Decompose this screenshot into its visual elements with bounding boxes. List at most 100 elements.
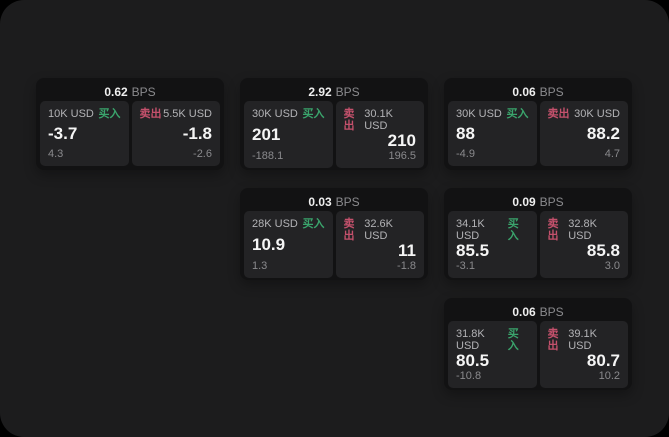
buy-amount: 34.1K USD — [456, 218, 485, 242]
buy-delta: 4.3 — [48, 148, 64, 160]
sell-panel-top: 卖出 5.5K USD — [140, 108, 213, 120]
buy-panel[interactable]: 34.1K USD 买入 85.5 -3.1 — [448, 211, 537, 278]
buy-panel-top: 28K USD 买入 — [252, 218, 325, 230]
sell-delta: 4.7 — [604, 148, 620, 160]
buy-price: 10.9 — [252, 235, 286, 254]
buy-side-label: 买入 — [302, 108, 325, 120]
sell-panel[interactable]: 卖出 32.8K USD 85.8 3.0 — [539, 211, 628, 278]
buy-side-label: 买入 — [507, 328, 519, 352]
card-header: 0.06 BPS — [448, 82, 628, 101]
card-header: 0.03 BPS — [244, 192, 424, 211]
buy-side-label: 买入 — [302, 218, 325, 230]
buy-panel-top: 30K USD 买入 — [456, 108, 529, 120]
buy-price: 80.5 — [456, 351, 490, 370]
sell-delta: 3.0 — [604, 260, 620, 272]
bps-unit-label: BPS — [335, 84, 360, 99]
buy-panel[interactable]: 10K USD 买入 -3.7 4.3 — [40, 101, 129, 166]
buy-amount: 30K USD — [252, 108, 298, 120]
sell-panel[interactable]: 卖出 32.6K USD 11 -1.8 — [335, 211, 424, 278]
sell-side-label: 卖出 — [547, 218, 559, 242]
buy-amount: 31.8K USD — [456, 328, 485, 352]
sell-amount: 30K USD — [574, 108, 620, 120]
card-header: 0.62 BPS — [40, 82, 220, 101]
sell-amount: 5.5K USD — [163, 108, 212, 120]
bps-unit-label: BPS — [539, 194, 564, 209]
buy-delta: -4.9 — [456, 148, 475, 160]
quote-card-1: 0.62 BPS 10K USD 买入 -3.7 4.3 卖出 5.5K USD… — [36, 78, 224, 170]
sell-panel[interactable]: 卖出 30.1K USD 210 196.5 — [335, 101, 424, 168]
quote-card-3: 0.06 BPS 30K USD 买入 88 -4.9 卖出 30K USD 8… — [444, 78, 632, 170]
sell-panel[interactable]: 卖出 5.5K USD -1.8 -2.6 — [131, 101, 220, 166]
bps-unit-label: BPS — [131, 84, 156, 99]
sell-delta: -1.8 — [397, 260, 416, 272]
buy-delta: -3.1 — [456, 260, 475, 272]
buy-delta: -188.1 — [252, 150, 284, 162]
buy-amount: 28K USD — [252, 218, 298, 230]
quote-panels: 31.8K USD 买入 80.5 -10.8 卖出 39.1K USD 80.… — [448, 321, 628, 388]
sell-price: 11 — [398, 241, 416, 260]
quote-panels: 10K USD 买入 -3.7 4.3 卖出 5.5K USD -1.8 -2.… — [40, 101, 220, 166]
sell-price: 210 — [387, 131, 416, 150]
bps-value: 0.62 — [104, 84, 128, 99]
sell-panel-top: 卖出 39.1K USD — [548, 328, 621, 352]
sell-price: -1.8 — [182, 124, 212, 143]
sell-panel-top: 卖出 30K USD — [548, 108, 621, 120]
bps-value: 0.06 — [512, 84, 536, 99]
buy-panel[interactable]: 31.8K USD 买入 80.5 -10.8 — [448, 321, 537, 388]
buy-panel[interactable]: 28K USD 买入 10.9 1.3 — [244, 211, 333, 278]
bps-value: 2.92 — [308, 84, 332, 99]
card-header: 0.09 BPS — [448, 192, 628, 211]
quote-card-2: 2.92 BPS 30K USD 买入 201 -188.1 卖出 30.1K … — [240, 78, 428, 170]
buy-panel-top: 10K USD 买入 — [48, 108, 121, 120]
buy-panel[interactable]: 30K USD 买入 201 -188.1 — [244, 101, 333, 168]
quote-panels: 28K USD 买入 10.9 1.3 卖出 32.6K USD 11 -1.8 — [244, 211, 424, 278]
buy-amount: 10K USD — [48, 108, 94, 120]
sell-amount: 32.6K USD — [364, 218, 393, 242]
sell-panel-top: 卖出 30.1K USD — [344, 108, 417, 132]
sell-amount: 30.1K USD — [364, 108, 393, 132]
bps-unit-label: BPS — [539, 84, 564, 99]
quote-card-6: 0.06 BPS 31.8K USD 买入 80.5 -10.8 卖出 39.1… — [444, 298, 632, 390]
sell-panel[interactable]: 卖出 39.1K USD 80.7 10.2 — [539, 321, 628, 388]
bps-value: 0.09 — [512, 194, 536, 209]
sell-delta: 196.5 — [388, 150, 416, 162]
sell-panel[interactable]: 卖出 30K USD 88.2 4.7 — [539, 101, 628, 166]
sell-panel-top: 卖出 32.6K USD — [344, 218, 417, 242]
quote-card-4: 0.03 BPS 28K USD 买入 10.9 1.3 卖出 32.6K US… — [240, 188, 428, 280]
bps-unit-label: BPS — [539, 304, 564, 319]
sell-amount: 32.8K USD — [568, 218, 597, 242]
quote-card-5: 0.09 BPS 34.1K USD 买入 85.5 -3.1 卖出 32.8K… — [444, 188, 632, 280]
sell-price: 80.7 — [586, 351, 620, 370]
sell-price: 85.8 — [586, 241, 620, 260]
buy-price: -3.7 — [48, 124, 78, 143]
quote-panels: 34.1K USD 买入 85.5 -3.1 卖出 32.8K USD 85.8… — [448, 211, 628, 278]
buy-amount: 30K USD — [456, 108, 502, 120]
bps-value: 0.06 — [512, 304, 536, 319]
buy-price: 88 — [456, 124, 475, 143]
card-header: 0.06 BPS — [448, 302, 628, 321]
buy-price: 85.5 — [456, 241, 490, 260]
buy-side-label: 买入 — [506, 108, 529, 120]
sell-price: 88.2 — [586, 124, 620, 143]
buy-panel-top: 30K USD 买入 — [252, 108, 325, 120]
sell-side-label: 卖出 — [139, 108, 162, 120]
quote-panels: 30K USD 买入 201 -188.1 卖出 30.1K USD 210 1… — [244, 101, 424, 168]
buy-side-label: 买入 — [98, 108, 121, 120]
sell-panel-top: 卖出 32.8K USD — [548, 218, 621, 242]
sell-amount: 39.1K USD — [568, 328, 597, 352]
sell-side-label: 卖出 — [343, 218, 355, 242]
sell-side-label: 卖出 — [547, 108, 570, 120]
buy-panel-top: 34.1K USD 买入 — [456, 218, 529, 242]
sell-delta: -2.6 — [193, 148, 212, 160]
bps-unit-label: BPS — [335, 194, 360, 209]
buy-panel-top: 31.8K USD 买入 — [456, 328, 529, 352]
buy-panel[interactable]: 30K USD 买入 88 -4.9 — [448, 101, 537, 166]
buy-delta: -10.8 — [456, 370, 482, 382]
card-header: 2.92 BPS — [244, 82, 424, 101]
sell-side-label: 卖出 — [343, 108, 355, 132]
sell-side-label: 卖出 — [547, 328, 559, 352]
sell-delta: 10.2 — [598, 370, 620, 382]
quote-panels: 30K USD 买入 88 -4.9 卖出 30K USD 88.2 4.7 — [448, 101, 628, 166]
buy-price: 201 — [252, 125, 281, 144]
